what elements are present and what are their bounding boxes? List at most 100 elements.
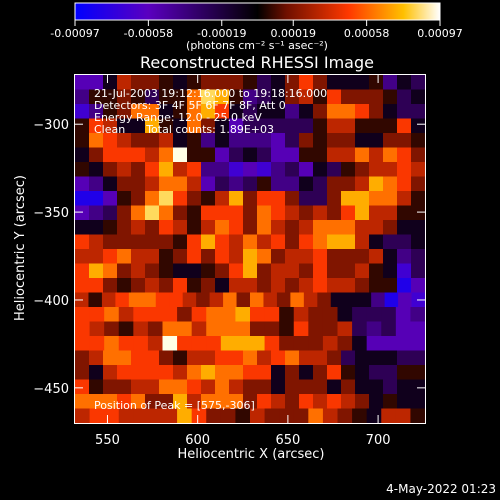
heatmap-cell [131, 220, 146, 236]
heatmap-cell [131, 278, 146, 294]
heatmap-cell [369, 394, 384, 410]
heatmap-cell [145, 75, 160, 91]
heatmap-cell [223, 292, 238, 308]
heatmap-cell [257, 220, 272, 236]
heatmap-cell [355, 379, 370, 395]
x-tick-label: 650 [275, 433, 300, 448]
heatmap-cell [271, 249, 286, 265]
heatmap-cell [159, 365, 174, 381]
heatmap-cell [229, 278, 244, 294]
colorbar-tick-label: -0.00097 [50, 27, 99, 40]
heatmap-cell [220, 336, 237, 352]
heatmap-cell [117, 118, 132, 134]
heatmap-cell [299, 133, 314, 149]
heatmap-cell [397, 220, 412, 236]
heatmap-cell [313, 263, 328, 279]
heatmap-cell [89, 162, 104, 178]
heatmap-cell [313, 147, 328, 163]
heatmap-cell [187, 147, 202, 163]
heatmap-cell [271, 133, 286, 149]
heatmap-cell [103, 162, 118, 178]
heatmap-cell [341, 278, 356, 294]
heatmap-cell [187, 104, 202, 120]
heatmap-cell [243, 278, 258, 294]
heatmap-cell [117, 133, 132, 149]
heatmap-cell [327, 118, 342, 134]
heatmap-cell [299, 205, 314, 221]
heatmap-cell [271, 176, 286, 192]
heatmap-cell [159, 263, 174, 279]
heatmap-cell [308, 321, 324, 337]
heatmap-cell [243, 249, 258, 265]
heatmap-cell [327, 147, 342, 163]
heatmap-cell [159, 176, 174, 192]
heatmap-cell [371, 292, 386, 308]
heatmap-cell [159, 234, 174, 250]
heatmap-cell [89, 104, 104, 120]
colorbar-tick-label: 0.00019 [270, 27, 316, 40]
colorbar-tick-label: -0.00058 [124, 27, 173, 40]
heatmap-cell [327, 75, 342, 91]
heatmap-cell [88, 292, 103, 308]
heatmap-cell [131, 162, 146, 178]
heatmap-cell [264, 307, 280, 323]
heatmap-cell [322, 408, 339, 424]
heatmap-cell [220, 307, 237, 323]
heatmap-cell [271, 350, 286, 366]
heatmap-cell [103, 205, 118, 221]
heatmap-cell [75, 176, 90, 192]
heatmap-cell [162, 336, 178, 352]
heatmap-cell [383, 263, 398, 279]
heatmap-cell [229, 104, 244, 120]
heatmap-cell [299, 75, 314, 91]
heatmap-cell [117, 263, 132, 279]
heatmap-cell [257, 176, 272, 192]
heatmap-cell [201, 147, 216, 163]
heatmap-cell [89, 205, 104, 221]
heatmap-cell [381, 307, 397, 323]
heatmap-cell [133, 408, 149, 424]
heatmap-cell [299, 118, 314, 134]
heatmap-cell [341, 350, 356, 366]
heatmap-cell [257, 147, 272, 163]
colorbar-tick-label: 0.00058 [344, 27, 390, 40]
heatmap-cell [162, 321, 178, 337]
heatmap-cell [229, 205, 244, 221]
heatmap-cell [383, 220, 398, 236]
heatmap-cell [201, 278, 216, 294]
heatmap-cell [299, 350, 314, 366]
heatmap-cell [355, 278, 370, 294]
colorbar-tick-labels: -0.00097 -0.00058 -0.00019 0.00019 0.00058 0.… [50, 27, 462, 40]
heatmap-cell [243, 162, 258, 178]
heatmap-cell [182, 292, 197, 308]
heatmap-cell [397, 278, 412, 294]
heatmap-cell [369, 75, 384, 91]
heatmap-cell [229, 75, 244, 91]
heatmap-cell [117, 147, 132, 163]
heatmap-cell [355, 249, 370, 265]
heatmap-cell [117, 162, 132, 178]
heatmap-cell [369, 118, 384, 134]
heatmap-cell [383, 104, 398, 120]
heatmap-cell [383, 147, 398, 163]
heatmap-cell [397, 394, 412, 410]
heatmap-cell [299, 249, 314, 265]
heatmap-cell [215, 147, 230, 163]
heatmap-cell [369, 176, 384, 192]
heatmap-cell [313, 379, 328, 395]
heatmap-cell [201, 75, 216, 91]
heatmap-cell [271, 205, 286, 221]
heatmap-cell [75, 336, 91, 352]
heatmap-cell [285, 379, 300, 395]
heatmap-cell [313, 75, 328, 91]
heatmap-cell [75, 75, 90, 91]
heatmap-cell [103, 75, 118, 91]
detectors-annotation: Detectors: 3F 4F 5F 6F 7F 8F, Att 0 [94, 99, 286, 112]
heatmap-cell [264, 408, 280, 424]
heatmap-cell [75, 118, 90, 134]
heatmap-cell [271, 365, 286, 381]
y-axis-label: Heliocentric Y (arcsec) [13, 175, 28, 321]
heatmap-cell [229, 133, 244, 149]
heatmap-cell [410, 307, 426, 323]
